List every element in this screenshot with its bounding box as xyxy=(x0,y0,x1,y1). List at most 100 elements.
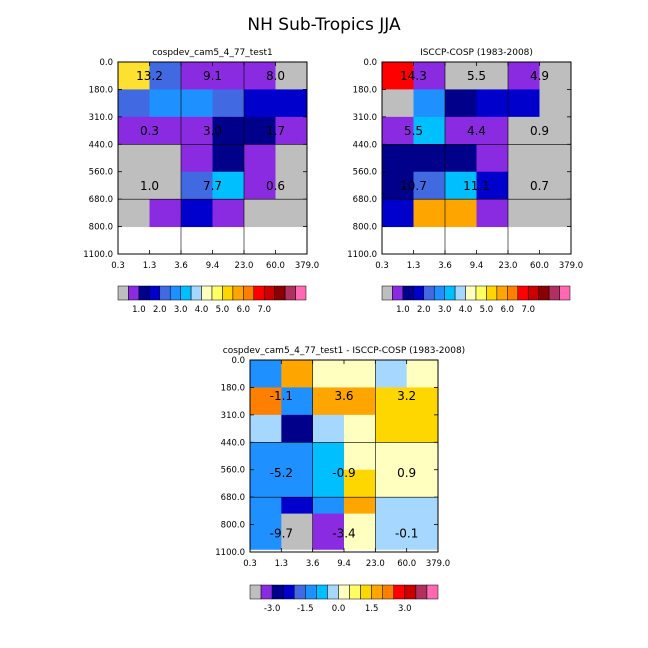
heatmap-cell xyxy=(312,469,345,498)
heatmap-cell xyxy=(118,89,150,118)
colorbar-swatch xyxy=(232,285,244,301)
heatmap-cell xyxy=(244,171,276,200)
heatmap-cell xyxy=(413,171,446,200)
x-tick-label: 60.0 xyxy=(397,559,416,569)
heatmap-cell xyxy=(382,199,414,228)
colorbar-swatch xyxy=(169,285,181,301)
x-tick-label: 60.0 xyxy=(266,261,285,271)
heatmap-cell xyxy=(212,144,245,173)
colorbar-1: 1.0 2.0 3.0 4.0 5.0 6.0 7.0 xyxy=(117,285,307,315)
heatmap-cell xyxy=(212,89,245,118)
heatmap-cell xyxy=(275,171,308,200)
heatmap-cell xyxy=(181,116,213,145)
data-label: 5.5 xyxy=(404,124,423,138)
colorbar-swatch xyxy=(465,285,477,301)
colorbar-2: 1.0 2.0 3.0 4.0 5.0 6.0 7.0 xyxy=(381,285,571,315)
x-tick-label: 3.6 xyxy=(306,559,320,569)
heatmap-cell xyxy=(508,199,540,228)
heatmap-cell xyxy=(406,387,439,416)
y-tick-label: 1100.0 xyxy=(83,250,113,260)
data-label: 14.3 xyxy=(400,69,427,83)
y-tick-label: 180.0 xyxy=(221,383,245,393)
heatmap-cell xyxy=(275,199,308,228)
heatmap-cell xyxy=(445,62,477,90)
y-tick-label: 0.0 xyxy=(99,58,113,68)
heatmap-cell xyxy=(312,513,345,550)
heatmap-cell xyxy=(212,116,245,145)
heatmap-cell xyxy=(149,144,182,173)
colorbar-swatch xyxy=(392,285,404,301)
data-label: -0.9 xyxy=(332,466,355,480)
colorbar-swatch xyxy=(496,285,508,301)
heatmap-cell xyxy=(375,442,408,471)
data-label: 4.4 xyxy=(467,124,486,138)
panel-title: cospdev_cam5_4_77_test1 xyxy=(152,48,273,58)
heatmap-cell xyxy=(312,497,345,515)
heatmap-cell xyxy=(312,442,345,471)
heatmap-cell xyxy=(539,171,572,200)
heatmap-cell xyxy=(476,199,509,228)
heatmap-cell xyxy=(244,199,276,228)
colorbar-swatch xyxy=(263,285,275,301)
x-tick-label: 3.6 xyxy=(174,261,188,271)
data-label: 10.7 xyxy=(400,179,427,193)
data-label: 1.0 xyxy=(140,179,159,193)
heatmap-cell xyxy=(508,144,540,173)
heatmap-cell xyxy=(344,513,376,550)
heatmap-panel-3: cospdev_cam5_4_77_test1 - ISCCP-COSP (19… xyxy=(215,346,465,569)
colorbar-label: 5.0 xyxy=(480,305,494,315)
heatmap-cell xyxy=(312,414,345,443)
data-label: 0.9 xyxy=(397,466,416,480)
x-tick-label: 1.3 xyxy=(143,261,157,271)
heatmap-cell xyxy=(118,171,150,200)
colorbar-swatch xyxy=(253,285,265,301)
colorbar-swatch xyxy=(349,584,361,600)
heatmap-cell xyxy=(375,513,408,550)
colorbar-label: 6.0 xyxy=(501,305,515,315)
y-tick-label: 800.0 xyxy=(353,223,377,233)
y-tick-label: 440.0 xyxy=(221,438,245,448)
heatmap-cell xyxy=(539,144,572,173)
colorbar-swatch xyxy=(517,285,529,301)
heatmap-cell xyxy=(250,469,282,498)
data-label: 0.3 xyxy=(140,124,159,138)
colorbar-label: 4.0 xyxy=(195,305,209,315)
panels-group: cospdev_cam5_4_77_test1 0.3 1.3 3.6 9.4 23.0 6… xyxy=(83,48,583,614)
data-label: 3.2 xyxy=(397,389,416,403)
data-label: -5.2 xyxy=(270,466,293,480)
colorbar-label: 3.0 xyxy=(174,305,188,315)
data-label: 1.7 xyxy=(266,124,285,138)
heatmap-cell xyxy=(344,387,376,416)
y-tick-label: 0.0 xyxy=(363,58,377,68)
heatmap-cell xyxy=(275,89,308,118)
colorbar-swatch xyxy=(305,584,317,600)
x-tick-label: 9.4 xyxy=(470,261,484,271)
colorbar-swatch xyxy=(295,285,307,301)
heatmap-cell xyxy=(281,360,314,388)
colorbar-swatch xyxy=(548,285,560,301)
heatmap-cell xyxy=(406,414,439,443)
colorbar-swatch xyxy=(454,285,466,301)
heatmap-cell xyxy=(250,387,282,416)
colorbar-swatch xyxy=(382,584,395,600)
y-tick-label: 560.0 xyxy=(221,466,245,476)
data-label: 9.1 xyxy=(203,69,222,83)
colorbar-label: 7.0 xyxy=(521,305,535,315)
heatmap-cell xyxy=(406,469,439,498)
colorbar-swatch xyxy=(559,285,571,301)
x-tick-label: 379.0 xyxy=(295,261,319,271)
data-label: -3.4 xyxy=(332,526,355,540)
x-tick-label: 379.0 xyxy=(559,261,583,271)
x-tick-label: 0.3 xyxy=(243,559,257,569)
heatmap-cell xyxy=(149,62,182,90)
y-tick-label: 680.0 xyxy=(353,195,377,205)
colorbar-label: 4.0 xyxy=(459,305,473,315)
y-tick-label: 560.0 xyxy=(353,168,377,178)
colorbar-label: 7.0 xyxy=(257,305,271,315)
data-label: 11.1 xyxy=(463,179,490,193)
colorbar-label: 2.0 xyxy=(417,305,431,315)
colorbar-swatch xyxy=(413,285,425,301)
heatmap-cell xyxy=(406,497,439,515)
colorbar-label: 1.5 xyxy=(365,604,379,614)
x-tick-label: 9.4 xyxy=(206,261,220,271)
